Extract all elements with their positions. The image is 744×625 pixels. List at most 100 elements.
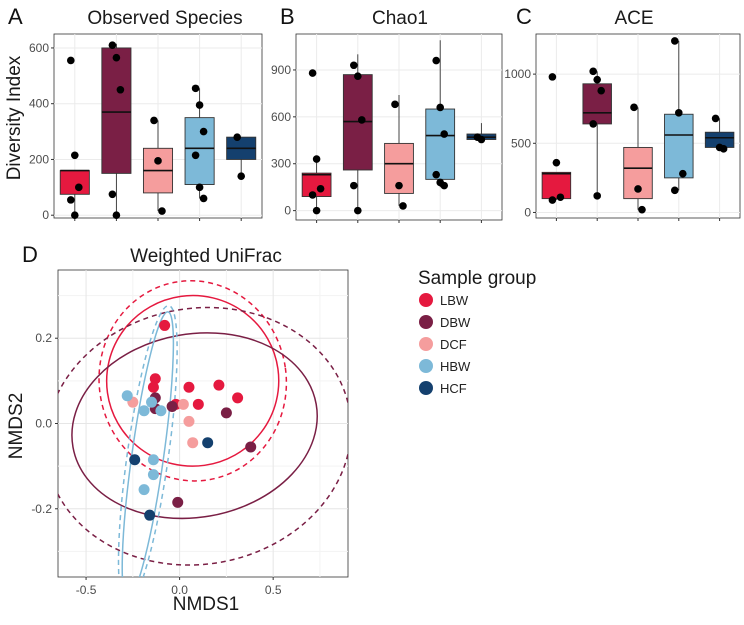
chao1-point-dbw <box>350 61 358 70</box>
chao1-ytick-label: 0 <box>284 204 291 218</box>
nmds-ytick-label: -0.2 <box>31 502 52 516</box>
ace-point-dcf <box>630 103 638 112</box>
nmds-xtick-label: 0.0 <box>171 583 188 597</box>
ace-point-dbw <box>593 75 601 84</box>
ace-point-hcf <box>719 145 728 153</box>
observed-species-ytick-label: 400 <box>29 97 49 111</box>
nmds-point-dbw <box>245 441 257 453</box>
ace-box-lbw <box>541 171 572 200</box>
panel-letter-c: C <box>516 4 532 29</box>
nmds-xtick-label: -0.5 <box>76 583 97 597</box>
observed-species-box-hbw <box>184 117 215 185</box>
nmds-ellipse-lbw-solid <box>105 294 280 467</box>
ace-point-hbw <box>671 37 679 45</box>
legend-swatch-dbw <box>419 315 433 329</box>
chao1-point-dcf <box>399 202 407 210</box>
nmds2-axis-title: NMDS2 <box>6 393 27 460</box>
ace-point-hbw <box>671 186 679 195</box>
ace-point-dbw <box>589 120 597 128</box>
nmds-point-dbw <box>166 400 178 412</box>
ace-point-lbw <box>548 73 557 81</box>
ace-point-hbw <box>675 109 683 117</box>
legend-swatch-hbw <box>419 359 433 373</box>
legend-swatch-lbw <box>419 293 433 307</box>
observed-species-ytick-label: 0 <box>42 208 49 222</box>
nmds-ellipse-lbw-dashed <box>98 280 288 482</box>
observed-species-box-lbw <box>59 170 90 195</box>
chao1-point-dcf <box>395 181 403 190</box>
chao1-point-lbw <box>316 184 325 193</box>
chao1-ytick-label: 600 <box>271 110 291 124</box>
nmds-point-lbw <box>232 392 244 404</box>
observed-species-point-lbw <box>67 196 75 204</box>
observed-species-point-lbw <box>75 183 83 192</box>
ace-point-dcf <box>634 185 642 193</box>
nmds-point-hbw <box>155 405 167 417</box>
ace-box-dbw <box>582 83 612 125</box>
nmds-point-hbw <box>138 405 150 417</box>
nmds-point-lbw <box>149 373 161 385</box>
chao1-point-lbw <box>308 69 317 77</box>
nmds-point-dbw <box>172 496 184 508</box>
nmds-point-hbw <box>147 469 159 481</box>
nmds-point-dcf <box>183 415 195 427</box>
observed-species-point-hbw <box>191 151 200 160</box>
ace-point-hbw <box>679 169 687 178</box>
observed-species-point-hcf <box>233 133 241 141</box>
chao1-panel: 0 300 600 900 <box>271 33 503 223</box>
nmds-point-lbw <box>147 381 159 393</box>
nmds-point-hbw <box>121 390 133 402</box>
chao1-point-hcf <box>477 135 486 144</box>
nmds-point-dcf <box>177 398 189 410</box>
observed-species-point-dbw <box>108 190 117 199</box>
weighted-unifrac-title: Weighted UniFrac <box>130 246 282 267</box>
weighted-unifrac-panel: -0.5 0.0 0.5 -0.2 0.0 0.2 <box>31 269 349 597</box>
nmds-point-lbw <box>159 319 171 331</box>
chao1-point-dbw <box>358 116 366 124</box>
chao1-point-lbw <box>312 206 321 215</box>
chao1-point-dbw <box>354 206 362 215</box>
observed-species-point-dcf <box>154 157 162 165</box>
ace-point-hcf <box>711 114 720 123</box>
observed-species-title: Observed Species <box>87 8 242 29</box>
legend-title: Sample group <box>418 268 536 289</box>
chao1-point-hbw <box>436 103 445 112</box>
nmds-ellipses <box>58 280 348 577</box>
ace-point-lbw <box>552 158 561 167</box>
chao1-point-hbw <box>440 181 449 190</box>
nmds-point-dbw <box>220 407 232 419</box>
nmds-point-dcf <box>187 437 199 449</box>
observed-species-point-dbw <box>116 85 125 94</box>
chao1-point-dbw <box>350 181 358 190</box>
nmds-point-hcf <box>144 509 156 521</box>
ace-title: ACE <box>614 8 653 29</box>
legend-label-lbw: LBW <box>440 293 469 308</box>
observed-species-point-dbw <box>112 211 121 220</box>
ace-point-dbw <box>593 192 601 200</box>
nmds-point-hcf <box>202 437 214 449</box>
legend: Sample group LBW DBW DCF HBW HCF <box>418 268 536 396</box>
chao1-title: Chao1 <box>372 8 428 29</box>
observed-species-point-dbw <box>108 41 117 49</box>
ace-ytick-label: 500 <box>511 136 531 150</box>
nmds-ellipse-hbw-solid <box>121 311 175 577</box>
legend-label-dbw: DBW <box>440 315 471 330</box>
ace-point-dcf <box>638 205 646 214</box>
ace-point-dbw <box>589 67 597 76</box>
chao1-point-dcf <box>391 100 399 109</box>
chao1-box-lbw <box>301 172 332 198</box>
observed-species-point-lbw <box>71 151 79 160</box>
observed-species-ytick-label: 200 <box>29 152 49 166</box>
chao1-box-hbw <box>425 108 456 180</box>
legend-swatch-hcf <box>419 381 433 395</box>
panel-letter-d: D <box>22 242 38 267</box>
legend-swatch-dcf <box>419 337 433 351</box>
nmds-point-hbw <box>138 484 150 496</box>
observed-species-point-lbw <box>71 211 79 220</box>
nmds-point-hbw <box>146 396 158 408</box>
diversity-index-axis-title: Diversity Index <box>4 55 25 180</box>
observed-species-point-dcf <box>158 207 166 215</box>
nmds-ytick-label: 0.0 <box>35 417 52 431</box>
ace-box-hbw <box>664 113 694 179</box>
